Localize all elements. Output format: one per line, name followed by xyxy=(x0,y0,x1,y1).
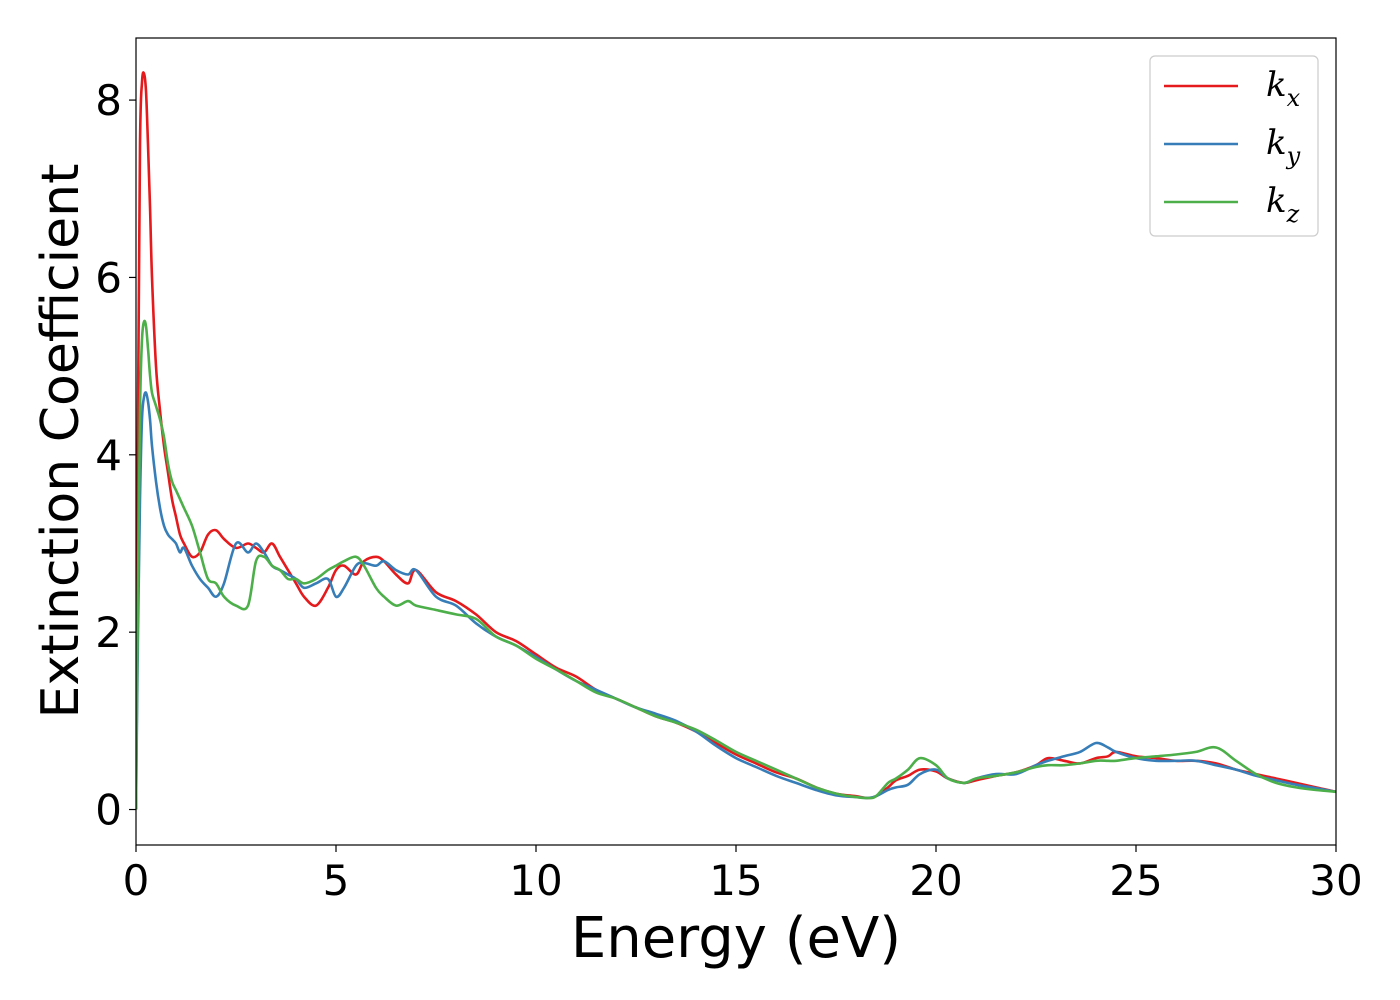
y-tick-label: 8 xyxy=(95,76,122,125)
y-tick-label: 6 xyxy=(95,253,122,302)
series-line-z xyxy=(136,319,1336,810)
y-axis-ticks: 0 2 4 6 8 xyxy=(95,76,136,835)
y-tick-label: 2 xyxy=(95,608,122,657)
series-line-x xyxy=(136,71,1336,810)
legend: kx ky kz xyxy=(1149,55,1319,237)
y-tick-label: 4 xyxy=(95,431,122,480)
y-axis-label: Extinction Coefficient xyxy=(31,164,91,719)
plot-lines xyxy=(136,71,1336,810)
y-tick-label: 0 xyxy=(95,786,122,835)
x-tick-label: 15 xyxy=(709,856,762,905)
x-axis-label: Energy (eV) xyxy=(571,906,901,971)
legend-label-y: ky xyxy=(1266,123,1301,170)
x-axis-ticks: 0 5 10 15 20 25 30 xyxy=(123,845,1363,905)
x-tick-label: 5 xyxy=(323,856,350,905)
legend-label-z: kz xyxy=(1266,181,1300,228)
x-tick-label: 10 xyxy=(509,856,562,905)
x-tick-label: 20 xyxy=(909,856,962,905)
legend-label-x: kx xyxy=(1266,65,1301,112)
x-tick-label: 0 xyxy=(123,856,150,905)
legend-box xyxy=(1149,55,1319,237)
x-tick-label: 25 xyxy=(1109,856,1162,905)
x-tick-label: 30 xyxy=(1309,856,1362,905)
